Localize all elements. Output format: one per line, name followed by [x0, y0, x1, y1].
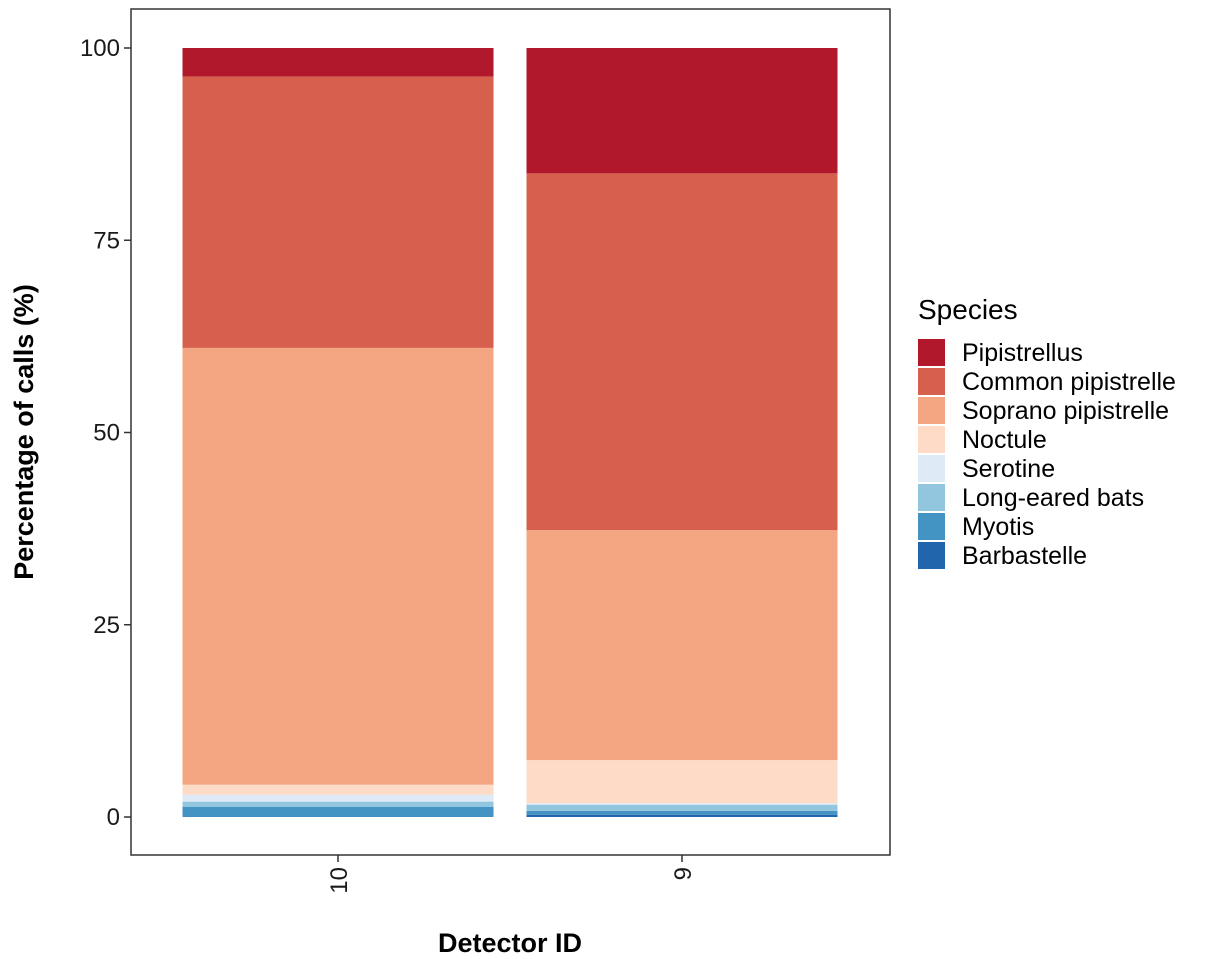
bar-segment-myotis-10 — [182, 807, 494, 817]
bar-segment-myotis-9 — [526, 810, 838, 815]
y-axis-title: Percentage of calls (%) — [9, 284, 39, 580]
bar-segment-pipistrellus-10 — [182, 48, 494, 77]
x-axis: 10 9 — [326, 855, 697, 894]
legend-key-noctule — [918, 426, 945, 453]
legend-label-noctule: Noctule — [962, 426, 1047, 454]
legend-label-barbastelle: Barbastelle — [962, 542, 1087, 570]
legend-key-serotine — [918, 455, 945, 482]
legend-title: Species — [918, 294, 1018, 325]
bar-segment-soprano-pipistrelle-9 — [526, 530, 838, 761]
legend-key-common-pipistrelle — [918, 368, 945, 395]
bar-segment-long-eared-bats-9 — [526, 804, 838, 811]
legend-label-long-eared-bats: Long-eared bats — [962, 484, 1144, 512]
legend-key-barbastelle — [918, 542, 945, 569]
y-tick-label-100: 100 — [80, 35, 120, 62]
legend-key-soprano-pipistrelle — [918, 397, 945, 424]
legend-key-long-eared-bats — [918, 484, 945, 511]
bar-segment-serotine-9 — [526, 803, 838, 805]
legend-key-pipistrellus — [918, 339, 945, 366]
bar-segment-long-eared-bats-10 — [182, 801, 494, 808]
x-axis-title: Detector ID — [438, 928, 582, 958]
x-tick-label-9: 9 — [670, 867, 697, 880]
legend-label-serotine: Serotine — [962, 455, 1055, 483]
y-tick-label-50: 50 — [93, 420, 120, 447]
y-axis: 0 25 50 75 100 — [80, 35, 131, 831]
legend-label-soprano-pipistrelle: Soprano pipistrelle — [962, 397, 1169, 425]
bar-segment-common-pipistrelle-9 — [526, 173, 838, 531]
legend-label-pipistrellus: Pipistrellus — [962, 339, 1083, 367]
bar-segment-barbastelle-9 — [526, 814, 838, 817]
legend-label-myotis: Myotis — [962, 513, 1034, 541]
bar-segment-noctule-9 — [526, 760, 838, 804]
legend-key-myotis — [918, 513, 945, 540]
bar-segment-soprano-pipistrelle-10 — [182, 347, 494, 785]
legend-label-common-pipistrelle: Common pipistrelle — [962, 368, 1176, 396]
bars-group — [182, 48, 838, 817]
bar-segment-serotine-10 — [182, 794, 494, 802]
bar-segment-noctule-10 — [182, 784, 494, 795]
bar-segment-pipistrellus-9 — [526, 48, 838, 174]
y-tick-label-25: 25 — [93, 612, 120, 639]
x-tick-label-10: 10 — [326, 867, 353, 894]
y-tick-label-0: 0 — [107, 804, 120, 831]
bar-segment-common-pipistrelle-10 — [182, 76, 494, 348]
y-tick-label-75: 75 — [93, 227, 120, 254]
